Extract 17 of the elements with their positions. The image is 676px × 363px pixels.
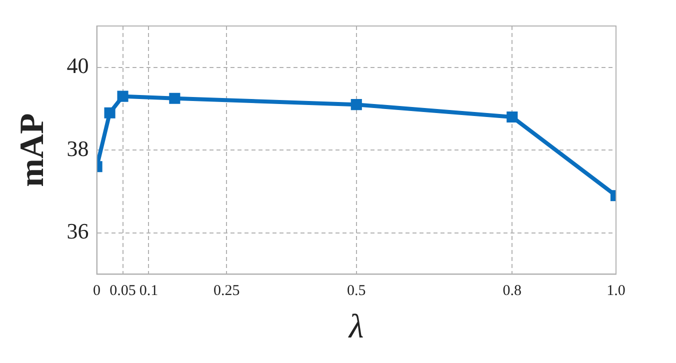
- y-tick-label: 38: [66, 136, 89, 161]
- y-tick-label: 36: [66, 218, 89, 244]
- x-tick-label: 0.5: [347, 283, 366, 300]
- x-tick-label: 0.8: [502, 283, 522, 300]
- x-axis-title: λ: [348, 308, 364, 346]
- x-tick-label: 0.1: [139, 283, 158, 300]
- y-axis-title: mAP: [14, 113, 52, 187]
- x-tick-label: 0.05: [110, 283, 136, 300]
- y-tick-label: 40: [66, 53, 89, 78]
- point: [169, 92, 180, 104]
- point: [350, 99, 362, 110]
- point: [506, 111, 518, 123]
- x-tick-label: 0: [93, 283, 101, 300]
- x-tick-label: 0.25: [213, 283, 240, 300]
- point: [117, 90, 128, 102]
- x-tick-label: 1.0: [606, 283, 626, 300]
- point: [104, 107, 116, 118]
